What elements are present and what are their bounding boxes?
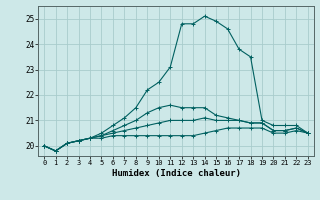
X-axis label: Humidex (Indice chaleur): Humidex (Indice chaleur)	[111, 169, 241, 178]
